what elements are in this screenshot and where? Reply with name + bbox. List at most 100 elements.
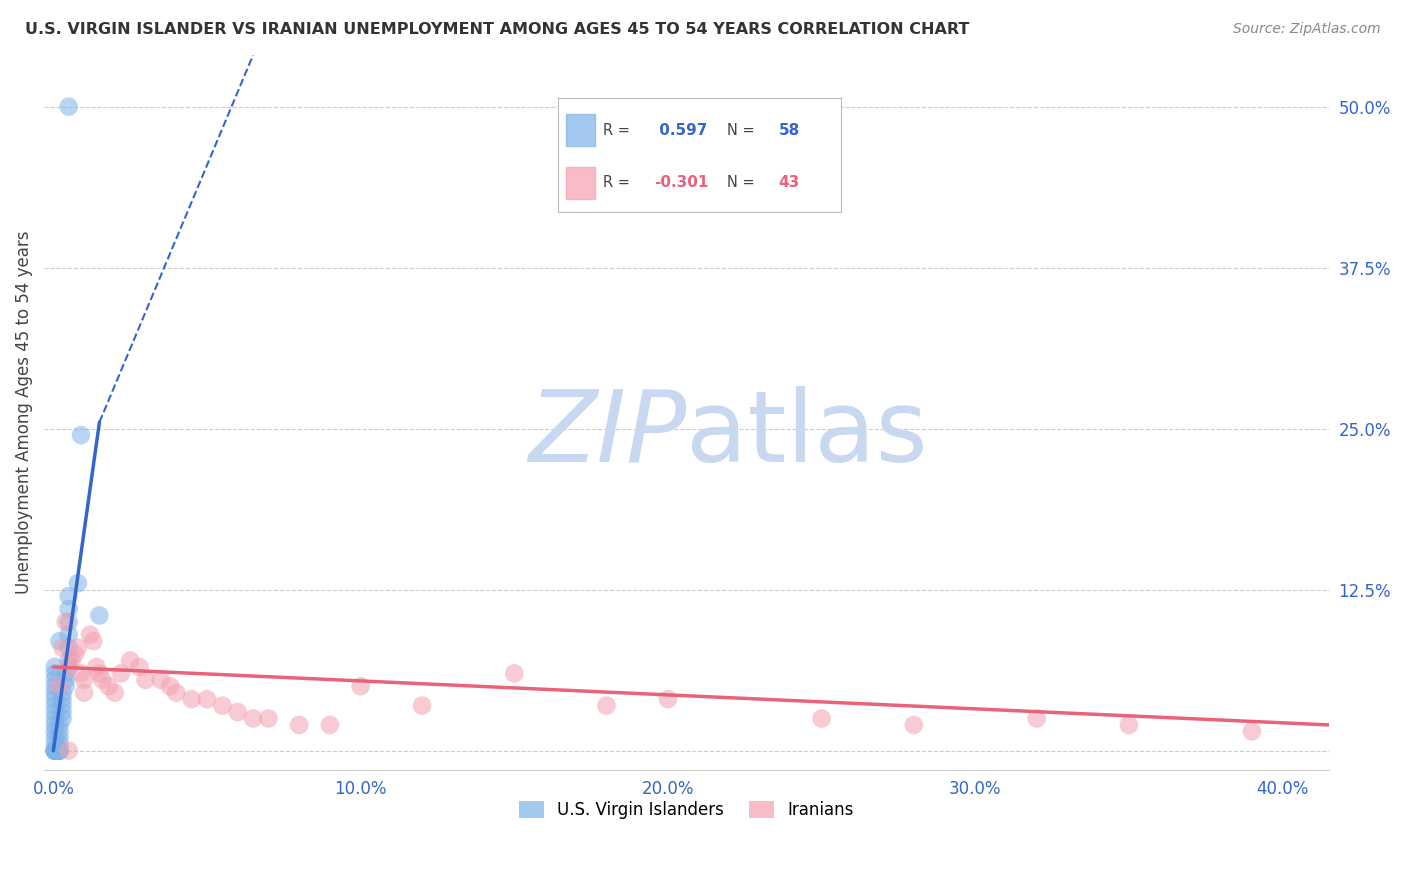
Point [149, 673, 172, 687]
Point [70, 666, 93, 681]
Point [595, 698, 617, 713]
Point [89, 666, 111, 681]
Point [44, 731, 66, 745]
Point [63, 647, 86, 661]
Point [44, 679, 66, 693]
Text: U.S. VIRGIN ISLANDER VS IRANIAN UNEMPLOYMENT AMONG AGES 45 TO 54 YEARS CORRELATI: U.S. VIRGIN ISLANDER VS IRANIAN UNEMPLOY… [25, 22, 970, 37]
Point [135, 673, 157, 687]
Point [51, 640, 73, 655]
Point [44, 744, 66, 758]
Point [70, 428, 93, 442]
Point [45, 744, 67, 758]
Point [48, 679, 70, 693]
Point [51, 686, 73, 700]
Point [211, 698, 233, 713]
Point [319, 718, 342, 732]
Point [44, 705, 66, 719]
Point [51, 711, 73, 725]
Y-axis label: Unemployment Among Ages 45 to 54 years: Unemployment Among Ages 45 to 54 years [15, 231, 32, 594]
Point [55, 679, 77, 693]
Text: atlas: atlas [686, 385, 928, 483]
Point [58, 602, 80, 616]
Point [159, 679, 181, 693]
Point [51, 705, 73, 719]
Point [411, 698, 433, 713]
Point [257, 711, 280, 725]
Point [195, 692, 218, 706]
Point [44, 698, 66, 713]
Point [82, 634, 104, 648]
Point [903, 718, 925, 732]
Point [104, 686, 127, 700]
Point [120, 653, 142, 667]
Point [48, 634, 70, 648]
Point [58, 589, 80, 603]
Point [86, 660, 108, 674]
Point [51, 698, 73, 713]
Point [226, 705, 249, 719]
Point [44, 673, 66, 687]
Point [79, 628, 101, 642]
Point [44, 666, 66, 681]
Point [60, 653, 83, 667]
Point [48, 731, 70, 745]
Point [91, 673, 114, 687]
Point [44, 744, 66, 758]
Point [44, 718, 66, 732]
Point [48, 718, 70, 732]
Point [45, 744, 67, 758]
Point [45, 744, 67, 758]
Point [48, 744, 70, 758]
Point [97, 679, 120, 693]
Point [58, 653, 80, 667]
Point [165, 686, 187, 700]
Point [44, 711, 66, 725]
Point [51, 692, 73, 706]
Point [55, 666, 77, 681]
Point [44, 744, 66, 758]
Point [1240, 724, 1263, 739]
Point [503, 666, 526, 681]
Point [73, 673, 96, 687]
Point [58, 615, 80, 629]
Point [44, 744, 66, 758]
Point [55, 673, 77, 687]
Point [349, 679, 371, 693]
Point [58, 100, 80, 114]
Point [1118, 718, 1140, 732]
Point [58, 628, 80, 642]
Point [45, 744, 67, 758]
Point [657, 692, 679, 706]
Point [288, 718, 311, 732]
Point [45, 744, 67, 758]
Point [45, 744, 67, 758]
Point [1025, 711, 1047, 725]
Text: Source: ZipAtlas.com: Source: ZipAtlas.com [1233, 22, 1381, 37]
Point [44, 686, 66, 700]
Text: ZIP: ZIP [529, 385, 686, 483]
Point [55, 615, 77, 629]
Point [58, 744, 80, 758]
Point [48, 744, 70, 758]
Point [110, 666, 132, 681]
Point [73, 686, 96, 700]
Point [44, 692, 66, 706]
Point [44, 660, 66, 674]
Point [48, 737, 70, 751]
Point [66, 640, 89, 655]
Legend: U.S. Virgin Islanders, Iranians: U.S. Virgin Islanders, Iranians [512, 795, 860, 826]
Point [44, 744, 66, 758]
Point [45, 744, 67, 758]
Point [45, 744, 67, 758]
Point [58, 660, 80, 674]
Point [44, 737, 66, 751]
Point [45, 744, 67, 758]
Point [48, 744, 70, 758]
Point [44, 744, 66, 758]
Point [89, 608, 111, 623]
Point [58, 640, 80, 655]
Point [48, 744, 70, 758]
Point [44, 724, 66, 739]
Point [242, 711, 264, 725]
Point [810, 711, 832, 725]
